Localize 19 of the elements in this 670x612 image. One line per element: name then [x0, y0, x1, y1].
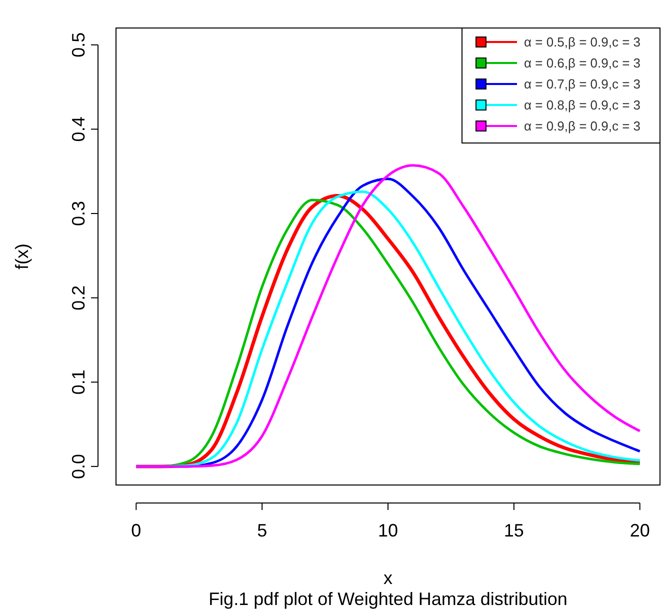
legend-label: α = 0.6,β = 0.9,c = 3 [524, 56, 641, 71]
legend-label: α = 0.7,β = 0.9,c = 3 [524, 76, 641, 92]
y-tick-label: 0.0 [68, 454, 88, 479]
legend-label: α = 0.5,β = 0.9,c = 3 [524, 34, 641, 50]
x-tick-label: 0 [131, 520, 142, 540]
legend-label: α = 0.8,β = 0.9,c = 3 [524, 98, 641, 113]
y-tick-label: 0.4 [68, 116, 88, 142]
y-tick-label: 0.1 [68, 370, 88, 395]
x-tick-label: 5 [257, 520, 268, 540]
y-tick-label: 0.2 [68, 285, 88, 310]
legend-label: α = 0.9,β = 0.9,c = 3 [524, 118, 641, 134]
x-tick-label: 15 [504, 520, 524, 540]
caption: Fig.1 pdf plot of Weighted Hamza distribution [208, 589, 568, 609]
x-axis-title: x [384, 568, 392, 588]
y-tick-label: 0.3 [68, 200, 88, 226]
y-axis-title: f(x) [12, 244, 32, 270]
y-tick-label: 0.5 [68, 32, 88, 58]
x-tick-label: 20 [630, 520, 650, 540]
x-tick-label: 10 [378, 520, 398, 540]
